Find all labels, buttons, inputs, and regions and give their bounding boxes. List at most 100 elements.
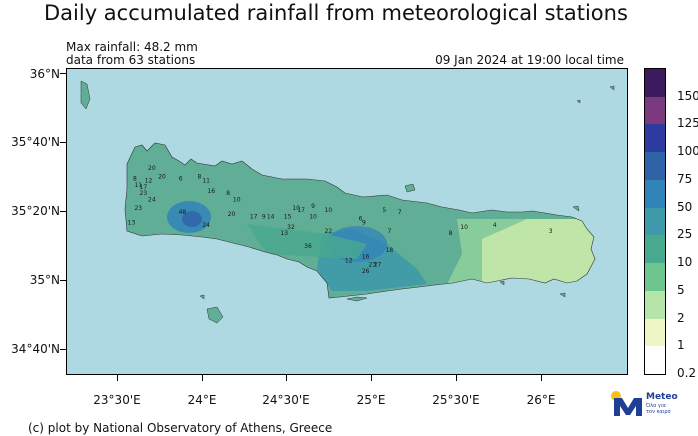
colorbar-segment	[645, 346, 665, 375]
station-value: 17	[250, 213, 258, 220]
lon-label-23-30: 23°30'E	[93, 393, 141, 407]
islet	[559, 292, 566, 298]
station-value: 8	[449, 230, 453, 237]
colorbar-segment	[645, 69, 665, 97]
map-title: Daily accumulated rainfall from meteorol…	[44, 1, 628, 25]
lat-label-35-20: 35°20'N	[11, 204, 60, 218]
station-value: 27	[374, 262, 382, 269]
station-value: 15	[284, 213, 292, 220]
station-value: 6	[179, 175, 183, 182]
lon-label-25: 25°E	[356, 393, 386, 407]
station-value: 11	[202, 178, 210, 185]
station-value: 9	[362, 220, 366, 227]
colorbar-segment	[645, 290, 665, 319]
colorbar-label: 0.2	[677, 366, 697, 380]
logo-tagline-line1: Όλα για	[646, 403, 666, 409]
colorbar-label: 75	[677, 171, 693, 186]
max-rainfall-text: Max rainfall: 48.2 mm	[66, 40, 198, 54]
lat-tick	[60, 142, 66, 143]
colorbar-segment	[645, 179, 665, 208]
station-value: 17	[297, 207, 305, 214]
station-value: 32	[287, 224, 295, 231]
lat-tick	[60, 211, 66, 212]
station-value: 17	[140, 184, 148, 191]
station-value: 22	[325, 228, 333, 235]
colorbar-label: 50	[677, 199, 693, 214]
rainfall-shading	[125, 143, 595, 298]
station-value: 20	[148, 165, 156, 172]
station-value: 11	[134, 182, 142, 189]
station-value: 8	[226, 190, 230, 197]
station-value: 10	[292, 205, 300, 212]
station-value: 12	[345, 258, 353, 265]
station-value: 20	[228, 211, 236, 218]
station-value: 12	[145, 178, 153, 185]
colorbar-segment	[645, 263, 665, 292]
lat-tick	[60, 349, 66, 350]
station-value: 8	[197, 173, 201, 180]
lon-tick	[371, 375, 372, 381]
station-value: 9	[262, 213, 266, 220]
rainfall-map[interactable]: 20 20 12 8 11 17 23 24 23 6 8 11 16 8 10 48 20 17 9 14 15 10 1…	[66, 68, 628, 375]
sun-dot-m-logo-icon	[611, 391, 642, 416]
colorbar-label: 2	[677, 310, 685, 325]
station-value: 20	[158, 173, 166, 180]
footer-credit: (c) plot by National Observatory of Athe…	[28, 421, 333, 435]
islet	[609, 85, 615, 91]
lat-label-34-40: 34°40'N	[11, 342, 60, 356]
lon-tick	[456, 375, 457, 381]
islet	[499, 280, 505, 286]
lon-label-25-30: 25°30'E	[432, 393, 480, 407]
station-value: 9	[311, 203, 315, 210]
colorbar-label: 125	[677, 116, 698, 131]
station-value: 5	[382, 207, 386, 214]
islet	[572, 205, 580, 212]
lon-label-26: 26°E	[526, 393, 556, 407]
lon-tick	[202, 375, 203, 381]
lat-label-36: 36°N	[29, 67, 60, 81]
station-value: 23	[134, 205, 142, 212]
station-value: 48	[179, 209, 187, 216]
station-value: 13	[128, 220, 136, 227]
rainfall-colorbar	[644, 68, 666, 375]
colorbar-label: 100	[677, 144, 698, 159]
colorbar-label: 5	[677, 282, 685, 297]
station-value: 3	[549, 228, 553, 235]
colorbar-label: 1	[677, 338, 685, 353]
colorbar-segment	[645, 235, 665, 264]
station-value: 14	[267, 213, 275, 220]
station-value: 10	[325, 207, 333, 214]
colorbar-label: 150	[677, 88, 698, 103]
lat-tick	[60, 73, 66, 74]
station-value: 16	[207, 188, 215, 195]
station-value: 23	[140, 190, 148, 197]
lon-label-24-30: 24°30'E	[262, 393, 310, 407]
station-value: 6	[359, 215, 363, 222]
colorbar-label: 10	[677, 255, 693, 270]
islet	[346, 296, 368, 302]
station-value: 10	[309, 213, 317, 220]
station-value: 13	[280, 230, 288, 237]
colorbar-segment	[645, 96, 665, 125]
lon-tick	[541, 375, 542, 381]
colorbar-segment	[645, 152, 665, 181]
colorbar-segment	[645, 318, 665, 347]
station-count-text: data from 63 stations	[66, 53, 196, 67]
station-value: 7	[388, 228, 392, 235]
station-value: 10	[460, 224, 468, 231]
station-value: 26	[362, 268, 370, 275]
colorbar-label: 25	[677, 227, 693, 242]
station-value: 23	[369, 262, 377, 269]
station-value: 10	[233, 197, 241, 204]
gavdos-north-islet	[80, 80, 91, 110]
station-value: 16	[362, 253, 370, 260]
station-value: 8	[133, 175, 137, 182]
logo-tagline: Όλα για τον καιρό	[646, 403, 671, 415]
station-value: 4	[493, 222, 497, 229]
colorbar-segment	[645, 124, 665, 153]
logo-tagline-line2: τον καιρό	[646, 409, 671, 415]
logo-name: Meteo	[646, 392, 678, 402]
timestamp-text: 09 Jan 2024 at 19:00 local time	[435, 53, 624, 67]
station-value: 7	[398, 209, 402, 216]
